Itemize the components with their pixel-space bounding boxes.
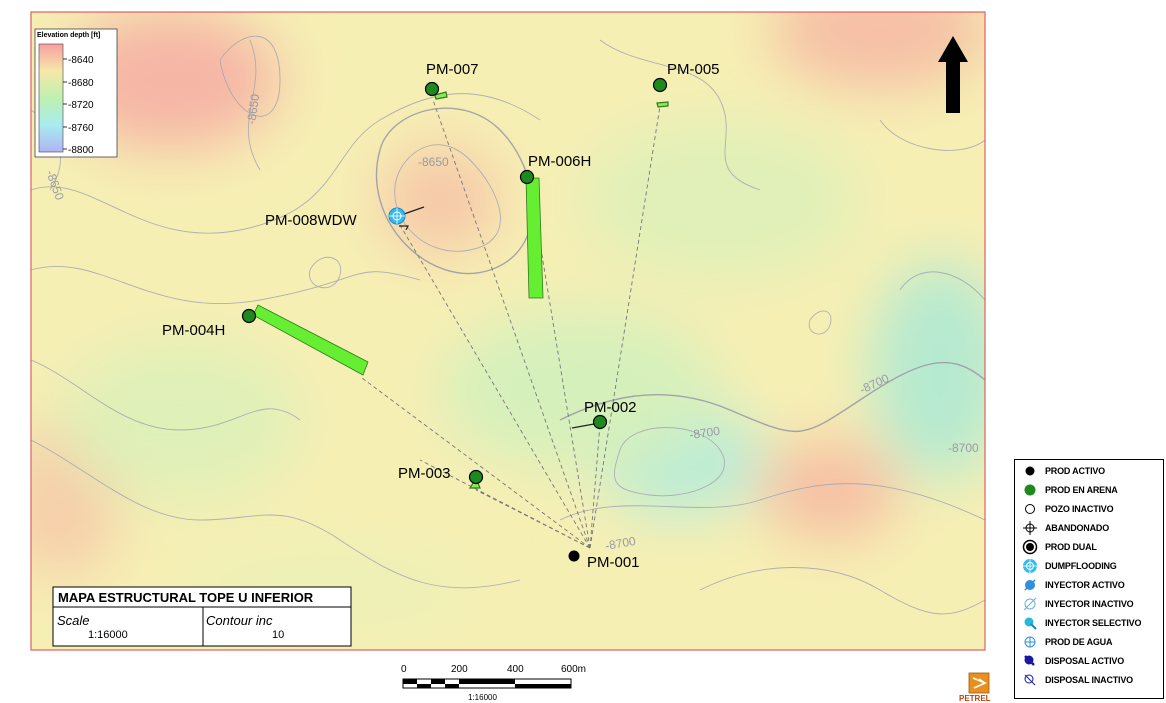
water-producer-icon: [1024, 636, 1036, 647]
legend-label: PROD DUAL: [1045, 541, 1097, 552]
well-pm-002-icon[interactable]: [592, 414, 608, 430]
elevation-surface: [31, 12, 985, 650]
scale-value: 1:16000: [88, 629, 128, 641]
colorbar-tick: -8640: [68, 55, 94, 66]
north-arrow-icon: [938, 36, 968, 113]
disposal-inactive-icon: [1024, 674, 1036, 685]
contour-inc-value: 10: [272, 629, 284, 641]
legend-item: INYECTOR SELECTIVO: [1015, 613, 1165, 632]
disposal-active-icon: [1024, 654, 1035, 666]
contour-label: -8700: [604, 534, 637, 553]
well-label: PM-002: [584, 399, 637, 416]
legend-label: DISPOSAL INACTIVO: [1045, 674, 1133, 685]
legend-item: PROD DE AGUA: [1015, 632, 1165, 651]
injector-inactive-icon: [1023, 597, 1037, 610]
well-pm-008wdw-icon[interactable]: [388, 207, 406, 225]
dumpflooding-icon: [1023, 558, 1037, 573]
map-title: MAPA ESTRUCTURAL TOPE U INFERIOR: [58, 590, 314, 605]
well-symbol-legend: PROD ACTIVO PROD EN ARENA POZO INACTIVO …: [1014, 459, 1164, 699]
legend-item: POZO INACTIVO: [1015, 499, 1165, 518]
crosshair-icon: [1023, 520, 1037, 535]
petrel-logo: PETREL: [959, 672, 991, 703]
legend-item: PROD EN ARENA: [1015, 480, 1165, 499]
injector-selective-icon: [1024, 617, 1037, 630]
legend-item: DISPOSAL INACTIVO: [1015, 670, 1165, 689]
colorbar-tick: -8720: [68, 100, 94, 111]
scale-caption: 1:16000: [468, 693, 497, 702]
pm-004h-lateral: [252, 304, 369, 376]
svg-text:PETREL: PETREL: [959, 694, 991, 703]
well-pm-006h-icon[interactable]: [519, 169, 535, 185]
map-title-box: MAPA ESTRUCTURAL TOPE U INFERIOR Scale 1…: [52, 586, 352, 647]
double-circle-icon: [1022, 539, 1038, 554]
legend-label: PROD ACTIVO: [1045, 465, 1105, 476]
well-label: PM-006H: [528, 153, 591, 170]
scale-tick: 200: [451, 664, 468, 675]
scale-label: Scale: [57, 613, 90, 628]
scale-bar: 0 200 400 600m 1:16000: [401, 664, 586, 702]
legend-label: PROD DE AGUA: [1045, 636, 1113, 647]
black-dot-icon: [1025, 466, 1035, 475]
contour-label: -8700: [688, 424, 721, 442]
legend-label: INYECTOR SELECTIVO: [1045, 617, 1142, 628]
contour-label: -8650: [244, 93, 262, 126]
well-label: PM-005: [667, 61, 720, 78]
legend-item: PROD ACTIVO: [1015, 461, 1165, 480]
legend-label: PROD EN ARENA: [1045, 484, 1118, 495]
well-label: PM-008WDW: [265, 212, 358, 229]
legend-label: DUMPFLOODING: [1045, 560, 1117, 571]
well-label: PM-007: [426, 61, 479, 78]
legend-item: INYECTOR INACTIVO: [1015, 594, 1165, 613]
contour-label: -8650: [418, 155, 449, 169]
legend-item: DISPOSAL ACTIVO: [1015, 651, 1165, 670]
pm-006h-lateral: [525, 177, 544, 299]
well-pm-007-icon[interactable]: [424, 81, 440, 97]
legend-label: INYECTOR ACTIVO: [1045, 579, 1125, 590]
legend-item: PROD DUAL: [1015, 537, 1165, 556]
legend-label: INYECTOR INACTIVO: [1045, 598, 1134, 609]
legend-label: DISPOSAL ACTIVO: [1045, 655, 1125, 666]
well-pm-001-icon[interactable]: [568, 550, 580, 562]
well-label: PM-004H: [162, 322, 225, 339]
injector-active-icon: [1024, 578, 1036, 591]
colorbar-tick: -8680: [68, 78, 94, 89]
well-label: PM-003: [398, 465, 451, 482]
legend-label: POZO INACTIVO: [1045, 503, 1114, 514]
map-frame-border: [30, 11, 986, 651]
contour-label: -8700: [948, 441, 979, 455]
well-label: PM-001: [587, 554, 640, 571]
well-pm-004h-icon[interactable]: [241, 308, 257, 324]
scale-tick: 400: [507, 664, 524, 675]
colorbar-tick: -8760: [68, 123, 94, 134]
well-markers: [241, 77, 668, 562]
colorbar-tick: -8800: [68, 145, 94, 156]
contour-inc-label: Contour inc: [206, 613, 273, 628]
legend-item: ABANDONADO: [1015, 518, 1165, 537]
well-pm-005-icon[interactable]: [652, 77, 668, 93]
colorbar-title: Elevation depth [ft]: [37, 32, 100, 39]
legend-item: DUMPFLOODING: [1015, 556, 1165, 575]
legend-label: ABANDONADO: [1045, 522, 1109, 533]
scale-tick: 0: [401, 664, 407, 675]
well-pm-003-icon[interactable]: [468, 469, 484, 485]
hollow-circle-icon: [1025, 503, 1035, 514]
colorbar: Elevation depth [ft] -8640 -8680 -8720 -…: [34, 28, 118, 158]
scale-tick: 600m: [561, 664, 586, 675]
green-dot-icon: [1024, 484, 1036, 495]
legend-item: INYECTOR ACTIVO: [1015, 575, 1165, 594]
